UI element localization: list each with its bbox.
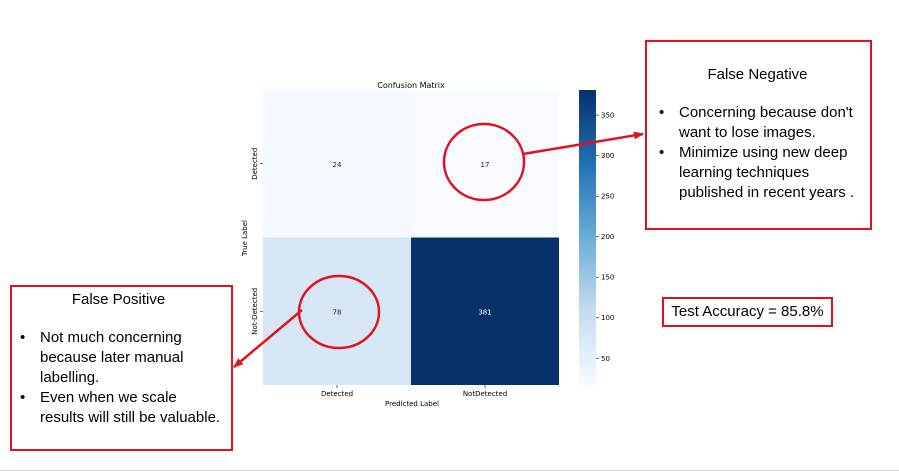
cell-value-label: 17 bbox=[481, 161, 490, 169]
colorbar-tick-label: 250 bbox=[601, 193, 614, 201]
colorbar-tick-label: 200 bbox=[601, 233, 614, 241]
false-positive-arrow bbox=[233, 309, 303, 368]
colorbar-tick-label: 150 bbox=[601, 274, 614, 282]
false-negative-arrow bbox=[522, 131, 644, 156]
colorbar-tick-label: 300 bbox=[601, 152, 614, 160]
colorbar-tick-label: 350 bbox=[601, 112, 614, 120]
y-tick-label: Detected bbox=[251, 148, 259, 180]
colorbar-tick-label: 50 bbox=[601, 355, 610, 363]
x-tick-label: Detected bbox=[321, 390, 353, 398]
false-positive-bullet: Not much concerning because later manual… bbox=[14, 328, 223, 388]
x-axis-label: Predicted Label bbox=[385, 400, 439, 408]
false-negative-bullet: Minimize using new deep learning techniq… bbox=[653, 143, 862, 203]
false-negative-annotation-box: False Negative Concerning because don't … bbox=[645, 40, 872, 230]
cell-value-label: 381 bbox=[478, 308, 491, 316]
false-positive-title: False Positive bbox=[71, 291, 166, 308]
false-negative-highlight-ellipse bbox=[442, 122, 526, 202]
false-negative-title: False Negative bbox=[707, 66, 808, 83]
heatmap-cell bbox=[411, 90, 559, 238]
heatmap-cell bbox=[263, 237, 411, 385]
bottom-divider bbox=[0, 470, 899, 471]
y-tick-label: Not-Detected bbox=[251, 288, 259, 335]
colorbar-tick-label: 100 bbox=[601, 314, 614, 322]
cell-value-label: 24 bbox=[333, 161, 342, 169]
false-negative-bullet: Concerning because don't want to lose im… bbox=[653, 103, 862, 143]
cell-value-label: 78 bbox=[333, 308, 342, 316]
test-accuracy-box: Test Accuracy = 85.8% bbox=[662, 297, 833, 327]
heatmap-cell bbox=[263, 90, 411, 238]
chart-title: Confusion Matrix bbox=[377, 81, 445, 90]
y-axis-label: True Label bbox=[241, 220, 249, 257]
heatmap-cell bbox=[411, 237, 559, 385]
x-tick-label: NotDetected bbox=[463, 390, 507, 398]
false-positive-annotation-box: False Positive Not much concerning becau… bbox=[10, 285, 233, 451]
false-positive-bullet: Even when we scale results will still be… bbox=[14, 388, 223, 428]
colorbar bbox=[579, 90, 596, 385]
